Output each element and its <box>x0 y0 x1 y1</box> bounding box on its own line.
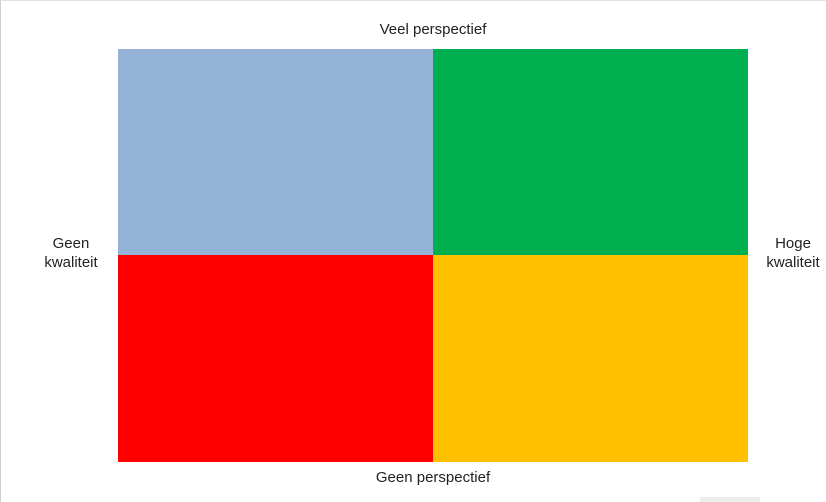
quadrant-top-left <box>118 49 433 255</box>
left-axis-label: Geen kwaliteit <box>44 235 98 271</box>
quadrant-bottom-left <box>118 255 433 462</box>
quadrant-top-right <box>433 49 748 255</box>
corner-divider <box>700 497 760 502</box>
top-axis-label: Veel perspectief <box>379 21 487 38</box>
bottom-axis-label: Geen perspectief <box>375 469 491 486</box>
right-axis-label: Hoge kwaliteit <box>766 235 820 271</box>
quadrant-bottom-right <box>433 255 748 462</box>
